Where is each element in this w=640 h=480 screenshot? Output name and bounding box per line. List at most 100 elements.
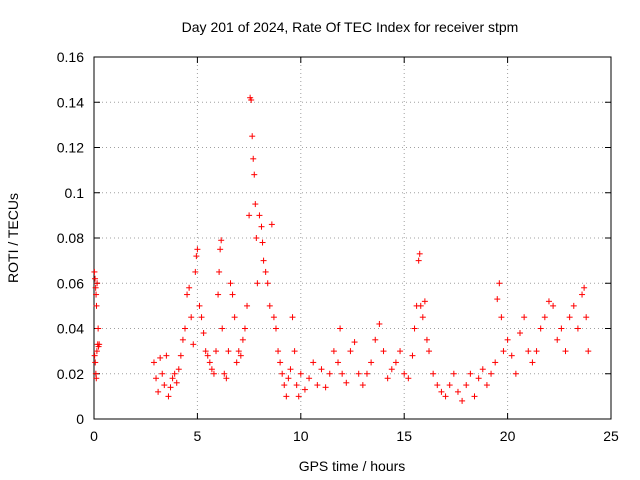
data-point (438, 388, 445, 395)
data-point (169, 375, 176, 382)
data-point (351, 339, 358, 346)
y-tick-label: 0 (76, 411, 84, 427)
data-point (467, 370, 474, 377)
data-point (289, 314, 296, 321)
data-point (419, 314, 426, 321)
data-point (335, 359, 342, 366)
data-point (533, 348, 540, 355)
data-point (550, 302, 557, 309)
tick-marks (93, 56, 612, 420)
grid (94, 57, 611, 419)
data-point (537, 325, 544, 332)
data-point (562, 348, 569, 355)
data-point (512, 370, 519, 377)
data-point (279, 370, 286, 377)
data-point (339, 370, 346, 377)
data-point (281, 382, 288, 389)
data-point (430, 370, 437, 377)
plot-area (93, 56, 612, 420)
data-point (295, 393, 302, 400)
data-point (93, 348, 100, 355)
x-tick-labels: 0 5 10 15 20 25 (90, 428, 619, 444)
data-point (163, 352, 170, 359)
data-point (359, 382, 366, 389)
data-point (570, 302, 577, 309)
data-point (194, 246, 201, 253)
data-point (246, 212, 253, 219)
data-point (421, 298, 428, 305)
data-point (494, 296, 501, 303)
data-point (231, 314, 238, 321)
data-point (256, 212, 263, 219)
data-point (392, 359, 399, 366)
data-point (492, 359, 499, 366)
data-point (508, 352, 515, 359)
data-point (574, 325, 581, 332)
data-point (314, 382, 321, 389)
data-point (266, 302, 273, 309)
data-point (196, 302, 203, 309)
data-point (155, 388, 162, 395)
data-point (248, 96, 255, 103)
x-tick-label: 10 (293, 428, 309, 444)
data-point (259, 239, 266, 246)
data-point (93, 302, 100, 309)
data-point (216, 268, 223, 275)
data-point (181, 325, 188, 332)
data-point (252, 201, 259, 208)
data-point (301, 386, 308, 393)
data-point (150, 359, 157, 366)
data-point (566, 314, 573, 321)
data-point (237, 352, 244, 359)
data-point (159, 370, 166, 377)
data-point (337, 325, 344, 332)
data-point (244, 302, 251, 309)
data-point (96, 341, 103, 348)
data-point (306, 375, 313, 382)
x-tick-label: 15 (396, 428, 412, 444)
data-point (177, 352, 184, 359)
data-point (206, 359, 213, 366)
data-point (186, 284, 193, 291)
data-point (219, 325, 226, 332)
data-point (446, 382, 453, 389)
data-point (153, 375, 160, 382)
data-point (330, 348, 337, 355)
data-point (504, 336, 511, 343)
data-point (184, 291, 191, 298)
data-point (92, 284, 99, 291)
data-point (297, 370, 304, 377)
data-point (583, 314, 590, 321)
data-point (208, 366, 215, 373)
data-point (426, 348, 433, 355)
data-point (409, 352, 416, 359)
data-point (411, 325, 418, 332)
data-point (157, 354, 164, 361)
data-point (275, 348, 282, 355)
x-tick-label: 20 (500, 428, 516, 444)
data-point (417, 302, 424, 309)
y-axis-label: ROTI / TECUs (5, 193, 21, 283)
data-point (517, 330, 524, 337)
data-point (310, 359, 317, 366)
data-point (454, 388, 461, 395)
data-point (264, 280, 271, 287)
data-point (233, 359, 240, 366)
data-point (380, 348, 387, 355)
data-point (175, 366, 182, 373)
data-point (529, 359, 536, 366)
data-point (200, 330, 207, 337)
data-point (415, 257, 422, 264)
data-point (173, 379, 180, 386)
data-point (204, 352, 211, 359)
y-tick-labels: 0 0.02 0.04 0.06 0.08 0.1 0.12 0.14 0.16 (57, 49, 84, 427)
data-point (423, 336, 430, 343)
data-point (450, 370, 457, 377)
data-point (488, 370, 495, 377)
data-point (253, 235, 260, 241)
data-point (179, 336, 186, 343)
data-point (343, 379, 350, 386)
data-point (401, 370, 408, 377)
data-point (483, 382, 490, 389)
data-point (291, 348, 298, 355)
